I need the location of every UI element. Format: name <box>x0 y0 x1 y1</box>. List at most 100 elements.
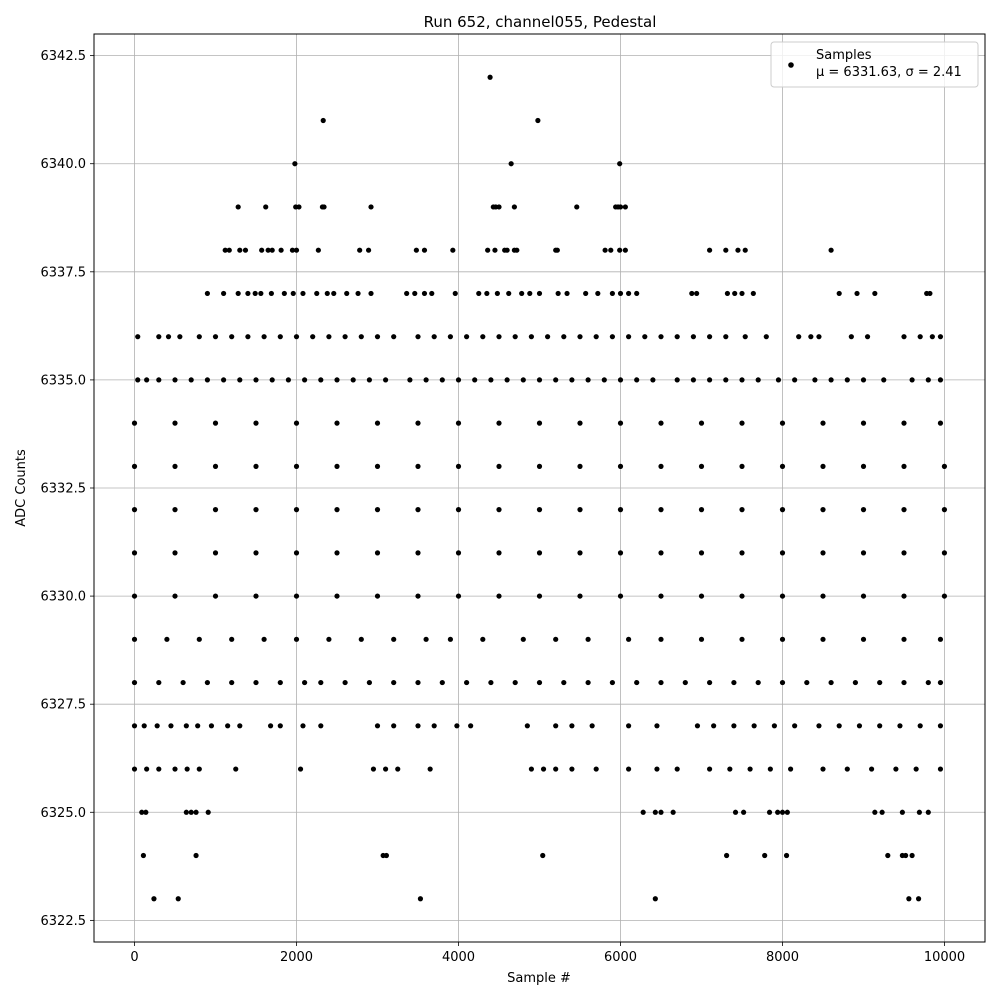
data-point <box>141 723 147 729</box>
data-point <box>698 550 705 556</box>
data-point <box>723 334 729 340</box>
data-point <box>318 679 324 686</box>
data-point <box>135 377 141 383</box>
data-point <box>131 463 138 469</box>
y-tick-label: 6332.5 <box>41 482 87 497</box>
data-point <box>731 679 737 686</box>
data-point <box>496 334 502 340</box>
data-point <box>520 377 526 383</box>
data-point <box>583 290 589 297</box>
data-point <box>554 247 560 253</box>
data-point <box>245 334 251 340</box>
data-point <box>617 161 623 167</box>
data-point <box>487 74 493 80</box>
data-point <box>553 377 559 383</box>
data-point <box>326 334 332 340</box>
data-point <box>277 679 283 686</box>
data-point <box>391 334 397 340</box>
data-point <box>670 809 676 815</box>
data-point <box>183 723 189 729</box>
data-point <box>261 334 267 340</box>
data-point <box>212 550 219 556</box>
data-point <box>897 723 903 729</box>
data-point <box>925 679 931 686</box>
data-point <box>577 420 583 426</box>
data-point <box>658 593 664 599</box>
data-point <box>593 334 599 340</box>
data-point <box>259 247 265 253</box>
data-point <box>528 334 535 340</box>
data-point <box>937 679 944 686</box>
data-point <box>860 507 867 513</box>
data-point <box>454 723 460 729</box>
data-point <box>617 463 624 469</box>
data-point <box>496 507 502 513</box>
data-point <box>779 420 786 426</box>
data-point <box>455 463 462 469</box>
data-point <box>856 723 863 729</box>
data-point <box>212 420 219 426</box>
data-point <box>528 766 535 772</box>
data-point <box>334 463 340 469</box>
data-point <box>877 679 883 686</box>
data-point <box>293 420 300 426</box>
data-point <box>626 723 632 729</box>
data-point <box>601 377 607 383</box>
data-point <box>593 766 599 772</box>
y-tick-label: 6330.0 <box>41 590 87 605</box>
data-point <box>412 290 418 297</box>
data-point <box>901 507 907 513</box>
data-point <box>278 247 284 253</box>
data-point <box>698 420 705 426</box>
data-point <box>204 290 210 297</box>
data-point <box>536 593 543 599</box>
x-tick-label: 8000 <box>766 950 799 965</box>
data-point <box>901 593 907 599</box>
data-point <box>253 463 259 469</box>
data-point <box>595 290 601 297</box>
data-point <box>816 334 822 340</box>
data-point <box>494 290 500 297</box>
data-point <box>617 420 624 426</box>
data-point <box>937 377 944 383</box>
data-point <box>193 809 199 815</box>
data-point <box>844 377 850 383</box>
data-point <box>263 204 269 210</box>
data-point <box>154 723 160 729</box>
data-point <box>796 334 802 340</box>
data-point <box>297 766 304 772</box>
data-point <box>366 377 372 383</box>
data-point <box>742 247 748 253</box>
data-point <box>404 290 410 297</box>
data-point <box>739 593 745 599</box>
data-point <box>144 766 150 772</box>
data-point <box>464 679 470 686</box>
data-point <box>196 636 202 642</box>
data-point <box>253 507 259 513</box>
data-point <box>193 852 199 859</box>
data-point <box>413 247 419 253</box>
data-point <box>151 896 157 902</box>
data-point <box>269 247 275 253</box>
data-point <box>879 809 885 815</box>
data-point <box>293 247 300 253</box>
data-point <box>421 247 428 253</box>
y-tick-label: 6322.5 <box>41 914 87 929</box>
data-point <box>358 636 364 642</box>
data-point <box>366 679 372 686</box>
data-point <box>229 636 235 642</box>
data-point <box>310 334 316 340</box>
data-point <box>536 463 543 469</box>
data-point <box>751 723 757 729</box>
data-point <box>253 550 259 556</box>
data-point <box>820 593 826 599</box>
data-point <box>222 247 228 253</box>
data-point <box>226 247 232 253</box>
data-point <box>812 377 818 383</box>
data-point <box>212 334 219 340</box>
data-point <box>652 896 658 902</box>
legend: Samples μ = 6331.63, σ = 2.41 <box>770 41 979 88</box>
x-tick-label: 0 <box>130 950 138 965</box>
data-point <box>514 247 520 253</box>
data-point <box>937 766 944 772</box>
